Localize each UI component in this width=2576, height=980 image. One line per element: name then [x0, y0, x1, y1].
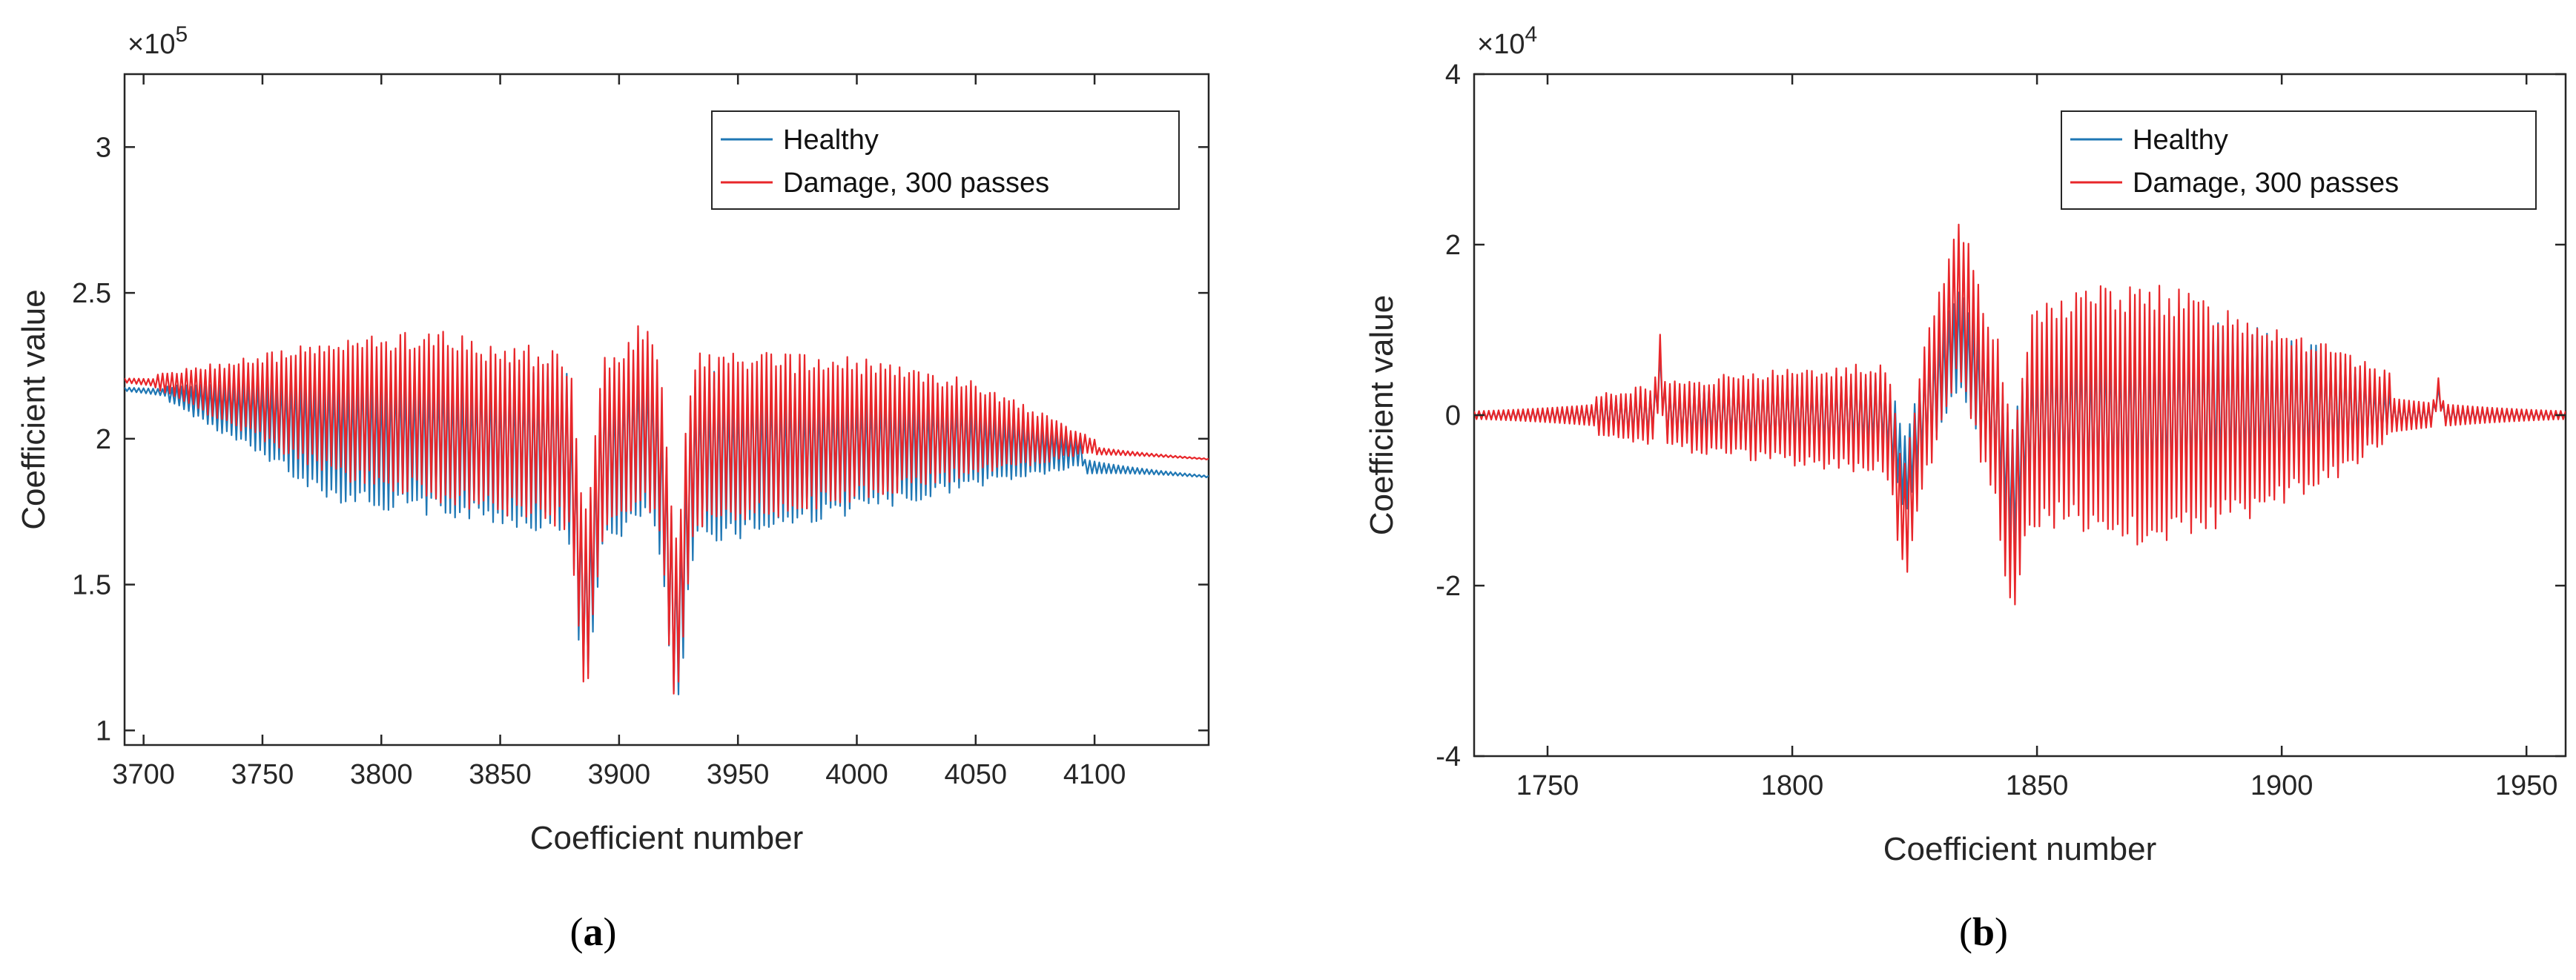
y-tick-label: 2 — [96, 424, 111, 455]
x-tick-label: 1750 — [1516, 770, 1579, 801]
series-line-damage — [1474, 223, 2566, 606]
panel-caption-part: ) — [604, 910, 617, 954]
y-tick-label: -2 — [1436, 571, 1461, 602]
panel-caption-part: b — [1972, 910, 1995, 954]
x-tick-label: 3800 — [350, 759, 413, 790]
chart-panel-a: 3700 3750 3800 3850 3900 3950 4000 4050 4100 1 1.5… — [16, 22, 1210, 954]
y-tick-label: 4 — [1445, 59, 1461, 90]
x-tick-label: 3750 — [231, 759, 294, 790]
x-tick-label: 3850 — [469, 759, 532, 790]
y-tick-label: 1 — [96, 715, 111, 746]
panel-caption-part: ) — [1995, 910, 2008, 954]
panel-caption: (b) — [1959, 910, 2008, 954]
legend-label-damage: Damage, 300 passes — [783, 168, 1049, 199]
y-tick-label: 2.5 — [72, 278, 111, 309]
y-exponent-power: 4 — [1525, 22, 1537, 47]
series-group — [125, 325, 1209, 695]
legend-box — [711, 110, 1180, 210]
x-axis-label: Coefficient number — [1883, 831, 2157, 867]
x-tick-label: 4050 — [945, 759, 1008, 790]
panel-caption-part: ( — [570, 910, 584, 954]
x-tick-label: 3700 — [112, 759, 175, 790]
y-exponent-label: ×105 — [128, 22, 188, 60]
legend-label-damage: Damage, 300 passes — [2133, 168, 2399, 199]
y-tick-label: 1.5 — [72, 570, 111, 601]
x-tick-label: 3950 — [707, 759, 770, 790]
y-tick-label: 3 — [96, 132, 111, 163]
y-exponent-power: 5 — [175, 22, 188, 47]
y-axis-label: Coefficient value — [1364, 295, 1400, 536]
x-tick-label: 1950 — [2495, 770, 2558, 801]
y-exponent-label: ×104 — [1477, 22, 1537, 60]
x-tick-label: 4100 — [1063, 759, 1126, 790]
legend-label-healthy: Healthy — [2133, 125, 2228, 156]
legend-label-healthy: Healthy — [783, 125, 879, 156]
x-axis-label: Coefficient number — [530, 820, 804, 856]
series-group — [1474, 223, 2566, 606]
x-tick-label: 1800 — [1761, 770, 1824, 801]
panel-caption-part: ( — [1959, 910, 1972, 954]
panel-caption-part: a — [584, 910, 604, 954]
x-tick-label: 1900 — [2250, 770, 2314, 801]
x-tick-label: 4000 — [825, 759, 888, 790]
legend-box — [2061, 110, 2537, 210]
y-tick-label: 0 — [1445, 400, 1461, 431]
legend: Healthy Damage, 300 passes — [711, 110, 1180, 210]
chart-panel-b: 1750 1800 1850 1900 1950-4-2024×104Coefficie… — [1364, 22, 2567, 954]
y-tick-label: -4 — [1436, 741, 1461, 772]
axes-box — [123, 73, 1210, 746]
series-line-damage — [125, 325, 1209, 695]
legend: Healthy Damage, 300 passes — [2061, 110, 2537, 210]
y-axis-label: Coefficient value — [16, 289, 52, 530]
panel-caption: (a) — [570, 910, 617, 954]
x-tick-label: 1850 — [2006, 770, 2069, 801]
x-tick-label: 3900 — [588, 759, 651, 790]
y-tick-label: 2 — [1445, 230, 1461, 261]
